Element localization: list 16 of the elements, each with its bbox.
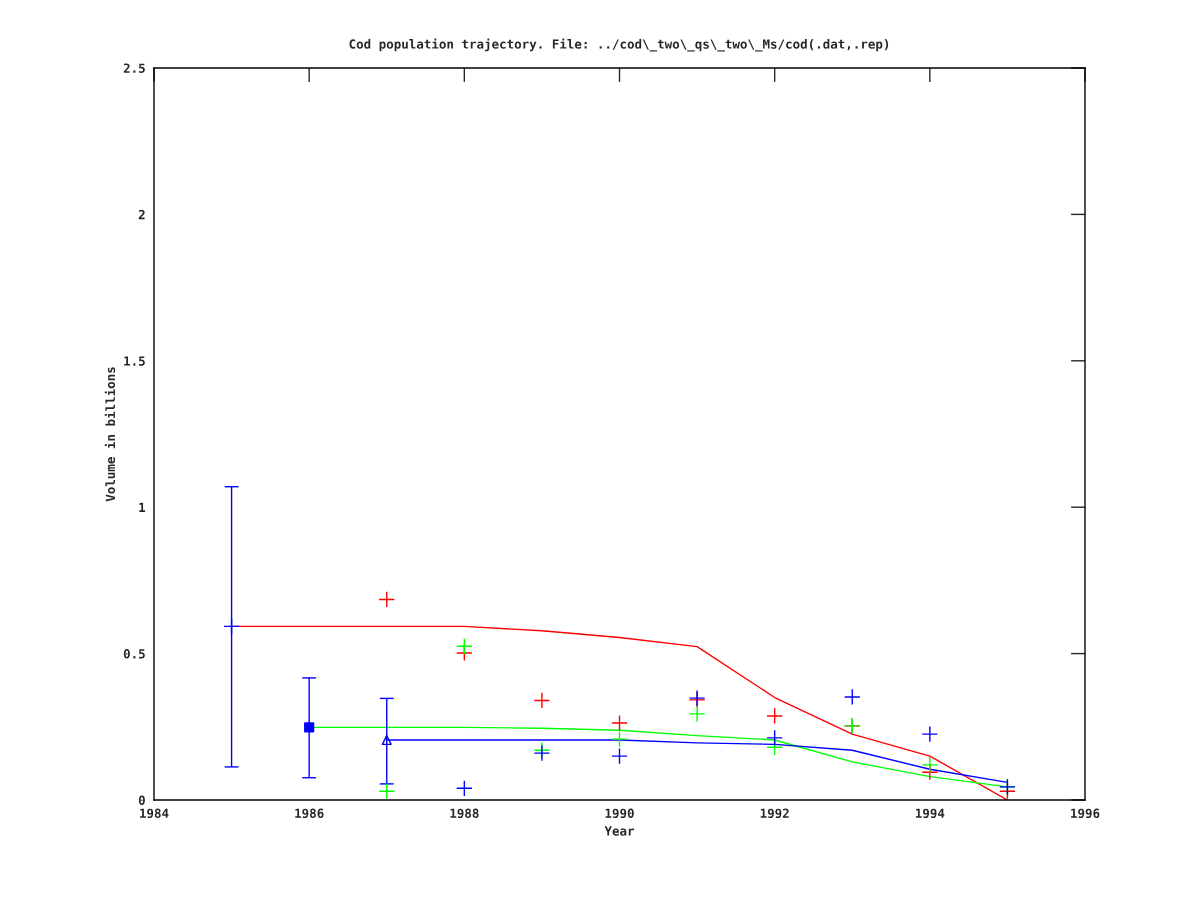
- x-tick-label: 1986: [295, 808, 324, 819]
- y-tick-label: 2.5: [123, 63, 145, 73]
- y-tick-label: 0: [138, 795, 145, 805]
- y-tick-label: 1.5: [124, 356, 145, 366]
- y-tick-label: 1: [139, 502, 146, 512]
- x-tick-label: 1988: [450, 808, 479, 819]
- y-tick-label: 2: [138, 209, 145, 220]
- x-tick-label: 1984: [140, 808, 169, 819]
- y-axis-title: Volume in billions: [104, 367, 116, 502]
- x-tick-label: 1990: [605, 808, 634, 819]
- x-axis-title: Year: [604, 826, 635, 836]
- x-tick-label: 1994: [915, 808, 945, 819]
- x-tick-label: 1996: [1071, 808, 1100, 819]
- y-tick-label: 0.5: [123, 649, 145, 659]
- chart-title: Cod population trajectory. File: ../cod\_two\_qs\_two\_Ms/cod(.dat,.rep): [349, 38, 889, 52]
- x-tick-label: 1992: [760, 808, 789, 819]
